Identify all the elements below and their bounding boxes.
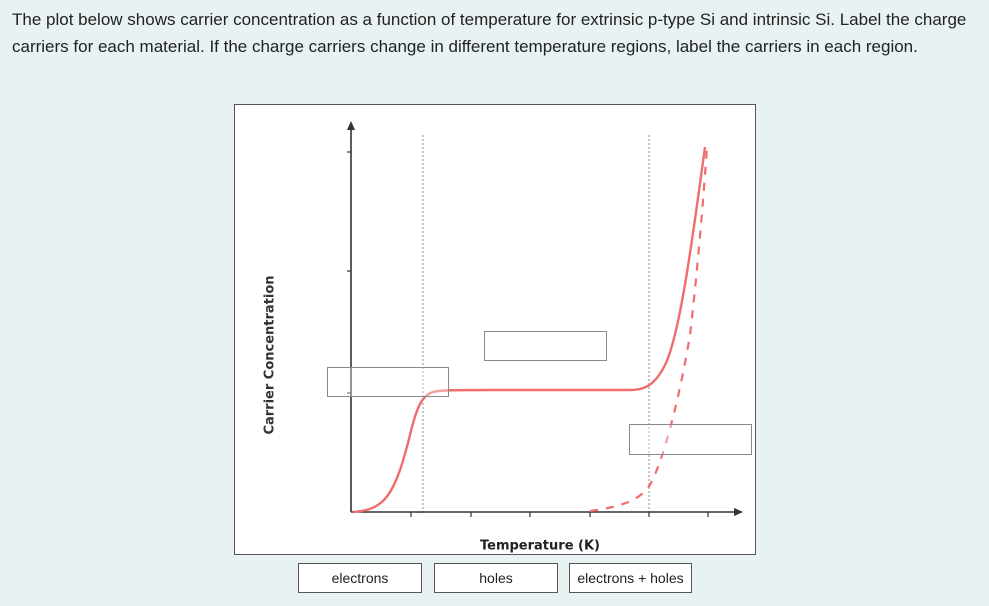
intrinsic-si-curve xyxy=(589,146,709,513)
x-axis-arrow xyxy=(734,508,743,516)
plot-frame xyxy=(234,104,756,555)
answer-chip-electrons-holes[interactable]: electrons + holes xyxy=(569,563,692,593)
y-axis-label: Carrier Concentration xyxy=(262,275,278,435)
drop-zone-plateau[interactable] xyxy=(484,331,607,361)
y-axis-arrow xyxy=(347,121,355,130)
drop-zone-intrinsic[interactable] xyxy=(629,424,752,455)
answer-chip-electrons[interactable]: electrons xyxy=(298,563,422,593)
extrinsic-si-curve xyxy=(352,146,707,514)
drop-zone-low-temp[interactable] xyxy=(327,367,449,397)
question-text: The plot below shows carrier concentrati… xyxy=(12,10,967,56)
carrier-concentration-plot xyxy=(347,121,743,517)
answer-chip-holes[interactable]: holes xyxy=(434,563,558,593)
x-axis-label: Temperature (K) xyxy=(480,538,600,554)
